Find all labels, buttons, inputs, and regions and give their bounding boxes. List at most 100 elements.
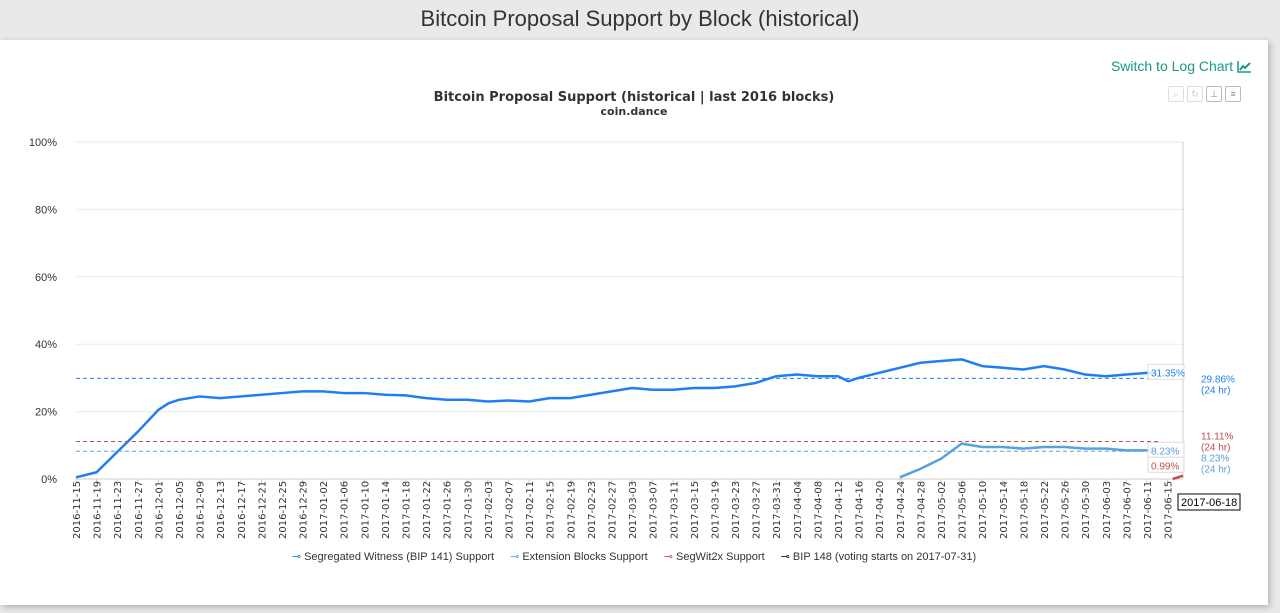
x-tick-label: 2017-03-07 bbox=[649, 481, 660, 539]
x-tick-label: 2017-01-22 bbox=[422, 481, 433, 539]
current-value-box bbox=[1147, 363, 1185, 380]
log-link-label: Switch to Log Chart bbox=[1110, 58, 1234, 74]
chart-card: Bitcoin Proposal Support (historical | l… bbox=[0, 40, 1268, 605]
day24-suffix-label: (24 hr) bbox=[1201, 465, 1230, 476]
menu-icon[interactable]: ≡ bbox=[1225, 86, 1241, 102]
legend-item[interactable]: ⊸ BIP 148 (voting starts on 2017-07-31) bbox=[781, 550, 977, 563]
x-tick-label: 2016-11-23 bbox=[113, 481, 124, 539]
x-tick-label: 2017-05-22 bbox=[1040, 481, 1051, 539]
x-tick-label: 2017-03-31 bbox=[772, 481, 783, 539]
x-tick-label: 2017-01-02 bbox=[319, 481, 330, 539]
x-tick-label: 2017-03-23 bbox=[731, 481, 742, 539]
x-tick-label: 2017-03-03 bbox=[628, 481, 639, 539]
legend-label: Segregated Witness (BIP 141) Support bbox=[304, 551, 495, 563]
x-tick-label: 2017-01-14 bbox=[381, 481, 392, 539]
x-tick-label: 2017-03-19 bbox=[710, 481, 721, 539]
x-tick-label: 2017-06-15 bbox=[1164, 481, 1175, 539]
legend: ⊸ Segregated Witness (BIP 141) Support ⊸ … bbox=[0, 550, 1268, 563]
x-tick-label: 2016-12-21 bbox=[257, 481, 268, 539]
legend-item[interactable]: ⊸ Extension Blocks Support bbox=[510, 550, 648, 563]
x-tick-label: 2017-02-03 bbox=[484, 481, 495, 539]
day24-value-label: 29.86% bbox=[1201, 374, 1235, 385]
y-tick-label: 40% bbox=[35, 339, 57, 351]
legend-marker-icon: ⊸ bbox=[663, 551, 676, 563]
x-tick-label: 2017-03-15 bbox=[690, 481, 701, 539]
x-tick-label: 2017-05-02 bbox=[937, 481, 948, 539]
x-tick-label: 2017-02-11 bbox=[525, 481, 536, 539]
x-tick-label: 2016-12-13 bbox=[216, 481, 227, 539]
x-tick-label: 2017-02-27 bbox=[607, 481, 618, 539]
crosshair-label: 2017-06-18 bbox=[1181, 497, 1237, 509]
y-tick-label: 60% bbox=[35, 272, 57, 284]
x-tick-label: 2017-01-26 bbox=[443, 481, 454, 539]
x-tick-label: 2016-12-01 bbox=[154, 481, 165, 539]
x-tick-label: 2017-04-20 bbox=[875, 481, 886, 539]
day24-value-label: 11.11% bbox=[1201, 432, 1234, 443]
x-tick-label: 2017-02-23 bbox=[587, 481, 598, 539]
x-tick-label: 2017-04-04 bbox=[793, 481, 804, 539]
x-tick-label: 2017-04-16 bbox=[855, 481, 866, 539]
day24-suffix-label: (24 hr) bbox=[1201, 385, 1230, 396]
x-tick-label: 2017-06-11 bbox=[1143, 481, 1154, 539]
x-tick-label: 2017-06-07 bbox=[1122, 481, 1133, 539]
x-tick-label: 2016-12-29 bbox=[299, 481, 310, 539]
x-tick-label: 2017-04-12 bbox=[834, 481, 845, 539]
legend-label: BIP 148 (voting starts on 2017-07-31) bbox=[792, 551, 977, 563]
current-value-label: 0.99% bbox=[1151, 461, 1179, 472]
legend-marker-icon: ⊸ bbox=[510, 551, 523, 563]
x-tick-label: 2017-05-06 bbox=[958, 481, 969, 539]
series-line bbox=[1172, 474, 1184, 481]
x-tick-label: 2016-12-17 bbox=[237, 481, 248, 539]
x-tick-label: 2017-02-19 bbox=[566, 481, 577, 539]
x-tick-label: 2017-05-14 bbox=[999, 481, 1010, 539]
legend-item[interactable]: ⊸ SegWit2x Support bbox=[664, 550, 765, 563]
x-tick-label: 2017-04-08 bbox=[813, 481, 824, 539]
series-line bbox=[899, 442, 1158, 479]
x-tick-label: 2017-01-10 bbox=[360, 481, 371, 539]
y-tick-label: 100% bbox=[29, 137, 57, 149]
crosshair-label-box bbox=[1177, 493, 1241, 511]
switch-to-log-chart-link[interactable]: Switch to Log Chart bbox=[1111, 58, 1252, 74]
current-value-label: 8.23% bbox=[1151, 446, 1179, 457]
legend-label: Extension Blocks Support bbox=[522, 551, 648, 563]
x-tick-label: 2017-01-06 bbox=[340, 481, 351, 539]
x-tick-label: 2017-02-15 bbox=[546, 481, 557, 539]
y-tick-label: 0% bbox=[41, 474, 57, 486]
x-tick-label: 2017-06-03 bbox=[1102, 481, 1113, 539]
x-tick-label: 2017-05-18 bbox=[1019, 481, 1030, 539]
series-line bbox=[75, 358, 1158, 479]
legend-label: SegWit2x Support bbox=[675, 551, 765, 563]
legend-marker-icon: ⊸ bbox=[780, 551, 793, 563]
x-tick-label: 2016-12-09 bbox=[196, 481, 207, 539]
x-tick-label: 2017-05-30 bbox=[1081, 481, 1092, 539]
x-tick-label: 2016-11-15 bbox=[72, 481, 83, 539]
x-tick-label: 2017-01-18 bbox=[402, 481, 413, 539]
y-tick-label: 80% bbox=[35, 204, 57, 216]
y-tick-label: 20% bbox=[35, 407, 57, 419]
pin-icon[interactable]: ⊥ bbox=[1206, 86, 1222, 102]
zoom-icon[interactable]: ⌕ bbox=[1168, 86, 1184, 102]
legend-marker-icon: ⊸ bbox=[291, 551, 305, 563]
chart-subtitle: coin.dance bbox=[601, 105, 668, 118]
current-value-box bbox=[1147, 456, 1185, 473]
day24-value-label: 8.23% bbox=[1201, 454, 1229, 465]
day24-suffix-label: (24 hr) bbox=[1201, 443, 1230, 454]
x-tick-label: 2016-11-27 bbox=[134, 481, 145, 539]
legend-item[interactable]: ⊸ Segregated Witness (BIP 141) Support bbox=[292, 550, 494, 563]
x-tick-label: 2017-02-07 bbox=[505, 481, 516, 539]
reset-icon[interactable]: ↻ bbox=[1187, 86, 1203, 102]
current-value-label: 31.35% bbox=[1151, 368, 1185, 379]
page-title: Bitcoin Proposal Support by Block (histo… bbox=[420, 6, 860, 31]
x-tick-label: 2017-03-27 bbox=[752, 481, 763, 539]
x-tick-label: 2017-04-28 bbox=[916, 481, 927, 539]
x-tick-label: 2017-03-11 bbox=[669, 481, 680, 539]
chart-svg: Bitcoin Proposal Support (historical | l… bbox=[29, 90, 1241, 539]
x-tick-label: 2016-12-05 bbox=[175, 481, 186, 539]
x-tick-label: 2016-11-19 bbox=[93, 481, 104, 539]
x-tick-label: 2017-05-26 bbox=[1061, 481, 1072, 539]
x-tick-label: 2017-01-30 bbox=[463, 481, 474, 539]
line-chart-icon bbox=[1237, 61, 1251, 73]
x-tick-label: 2017-05-10 bbox=[978, 481, 989, 539]
x-tick-label: 2016-12-25 bbox=[278, 481, 289, 539]
x-tick-label: 2017-04-24 bbox=[896, 481, 907, 539]
